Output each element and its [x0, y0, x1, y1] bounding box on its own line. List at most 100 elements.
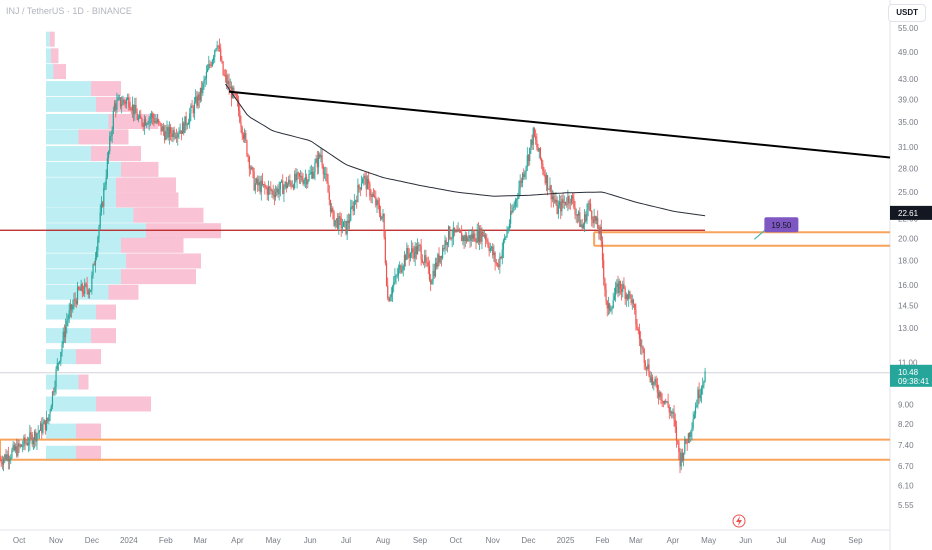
- candle-body: [310, 171, 312, 174]
- currency-badge[interactable]: USDT: [888, 4, 926, 22]
- candle-body: [159, 121, 161, 123]
- candle-body: [600, 226, 602, 242]
- y-tick-label: 55.00: [898, 24, 919, 33]
- candle-body: [648, 364, 650, 376]
- x-tick-label: Oct: [13, 536, 26, 545]
- lightning-icon[interactable]: [732, 514, 746, 528]
- candle-body: [72, 304, 74, 310]
- candle-body: [487, 240, 489, 247]
- candle-body: [166, 127, 168, 132]
- candle-body: [700, 387, 703, 395]
- candle-body: [393, 282, 395, 287]
- candle-body: [465, 235, 468, 242]
- candle-body: [430, 279, 432, 285]
- candle-body: [220, 48, 222, 61]
- candle-body: [607, 303, 610, 309]
- candle-body: [353, 201, 355, 212]
- candle-body: [570, 195, 573, 203]
- candle-body: [605, 289, 607, 302]
- candle-body: [26, 442, 29, 445]
- candle-body: [677, 440, 679, 442]
- candle-body: [322, 165, 324, 175]
- candle-body: [477, 230, 480, 243]
- candle-body: [49, 411, 51, 415]
- candle-body: [617, 283, 619, 294]
- candle-body: [432, 270, 434, 282]
- candle-body: [638, 330, 641, 339]
- candle-body: [348, 220, 351, 223]
- candle-body: [357, 185, 359, 202]
- candle-body: [511, 210, 513, 213]
- candle-body: [216, 45, 218, 49]
- candle-body: [364, 175, 366, 177]
- candle-body: [359, 187, 361, 190]
- candle-body: [222, 61, 224, 75]
- candle-body: [563, 201, 565, 203]
- candle-body: [467, 238, 469, 242]
- candle-body: [140, 115, 142, 119]
- candle-body: [306, 177, 308, 185]
- candle-body: [661, 400, 663, 402]
- volume-bar-down: [133, 207, 204, 223]
- candle-body: [388, 297, 390, 302]
- candle-body: [419, 245, 421, 246]
- candle-body: [427, 262, 429, 266]
- volume-bar-up: [46, 192, 116, 208]
- candle-body: [53, 391, 55, 393]
- candle-body: [241, 127, 243, 135]
- candle-body: [642, 346, 644, 350]
- candle-body: [167, 127, 169, 138]
- x-tick-label: Oct: [450, 536, 463, 545]
- candle-body: [25, 442, 27, 444]
- candle-body: [258, 182, 260, 186]
- candle-body: [134, 104, 136, 115]
- candle-body: [626, 294, 629, 300]
- volume-bar-down: [76, 349, 101, 365]
- candle-body: [51, 391, 54, 406]
- candle-body: [478, 228, 481, 243]
- volume-bar-down: [53, 64, 66, 80]
- candle-body: [54, 386, 56, 393]
- candle-body: [403, 255, 406, 267]
- candle-body: [245, 132, 247, 141]
- candle-body: [143, 119, 145, 127]
- candle-body: [550, 185, 552, 200]
- x-tick-label: Aug: [376, 536, 390, 545]
- candle-body: [589, 203, 592, 211]
- candle-body: [189, 113, 191, 123]
- candle-body: [428, 265, 431, 280]
- candle-body: [399, 265, 401, 270]
- y-tick-label: 35.00: [898, 118, 919, 127]
- candle-body: [164, 131, 166, 140]
- candle-body: [266, 187, 268, 195]
- candle-body: [37, 432, 39, 434]
- candle-body: [523, 173, 525, 178]
- candle-body: [184, 116, 186, 133]
- candle-body: [351, 206, 353, 208]
- candle-body: [82, 291, 85, 294]
- candle-body: [6, 454, 8, 460]
- candle-body: [193, 101, 196, 114]
- candle-body: [288, 179, 290, 185]
- y-tick-label: 8.20: [898, 420, 914, 429]
- volume-bar-down: [126, 253, 201, 269]
- candle-body: [672, 411, 674, 414]
- volume-bar-up: [46, 31, 50, 47]
- candle-body: [47, 417, 49, 422]
- candle-body: [532, 128, 534, 145]
- candle-body: [10, 457, 12, 460]
- candle-body: [561, 199, 563, 212]
- candle-body: [529, 147, 531, 162]
- candle-body: [292, 185, 295, 189]
- candle-body: [683, 452, 685, 461]
- candle-body: [170, 127, 172, 134]
- candle-body: [569, 202, 571, 204]
- candle-body: [148, 118, 150, 124]
- candle-body: [183, 122, 185, 133]
- y-tick-label: 25.00: [898, 188, 919, 197]
- candle-body: [692, 419, 694, 429]
- candle-body: [566, 204, 568, 206]
- candle-body: [111, 129, 113, 136]
- candle-body: [525, 166, 527, 172]
